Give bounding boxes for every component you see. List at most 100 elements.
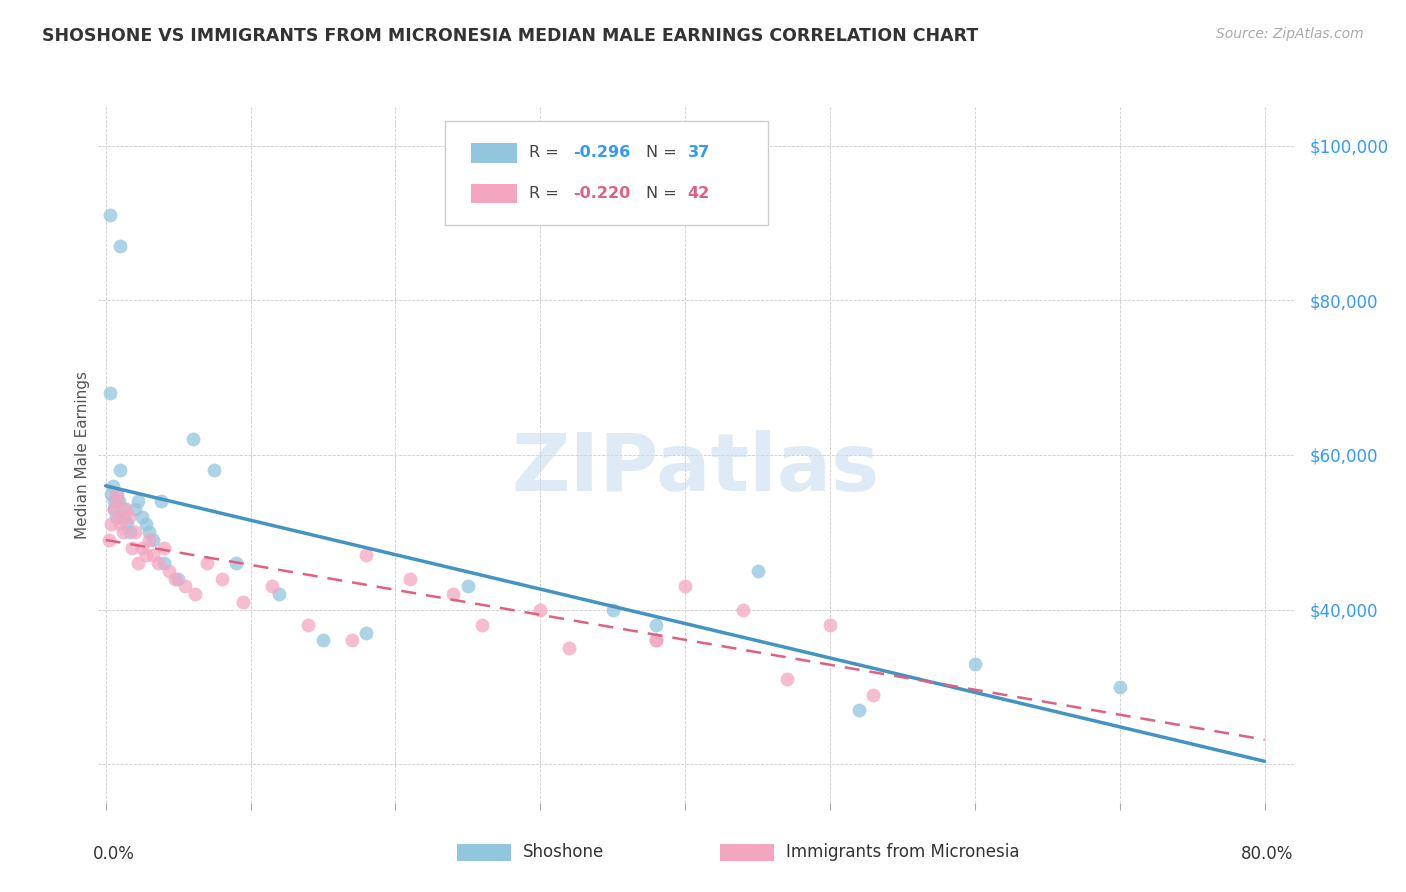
Point — [117, 517, 139, 532]
Point — [471, 618, 494, 632]
Point — [269, 587, 291, 601]
Point — [108, 463, 131, 477]
Point — [963, 657, 986, 671]
Point — [135, 549, 157, 563]
Point — [124, 502, 146, 516]
Point — [138, 533, 160, 547]
Text: Immigrants from Micronesia: Immigrants from Micronesia — [786, 843, 1019, 861]
Text: -0.220: -0.220 — [572, 186, 630, 201]
Point — [174, 579, 197, 593]
Point — [103, 502, 125, 516]
Text: 37: 37 — [688, 145, 710, 161]
Point — [107, 494, 129, 508]
Point — [131, 509, 153, 524]
Point — [602, 602, 624, 616]
Point — [211, 572, 233, 586]
FancyBboxPatch shape — [471, 184, 517, 203]
Point — [121, 541, 143, 555]
Text: 80.0%: 80.0% — [1241, 845, 1294, 863]
Point — [399, 572, 422, 586]
Point — [97, 533, 120, 547]
Point — [848, 703, 870, 717]
Point — [131, 541, 153, 555]
Point — [558, 641, 581, 656]
Point — [232, 595, 254, 609]
Point — [149, 494, 172, 508]
Point — [101, 479, 124, 493]
Point — [181, 433, 204, 447]
Text: R =: R = — [529, 145, 564, 161]
Point — [105, 494, 128, 508]
Point — [107, 509, 129, 524]
Point — [100, 486, 122, 500]
Text: 0.0%: 0.0% — [93, 845, 135, 863]
Text: SHOSHONE VS IMMIGRANTS FROM MICRONESIA MEDIAN MALE EARNINGS CORRELATION CHART: SHOSHONE VS IMMIGRANTS FROM MICRONESIA M… — [42, 27, 979, 45]
Point — [731, 602, 754, 616]
Point — [105, 486, 128, 500]
Point — [127, 494, 149, 508]
Point — [127, 556, 149, 570]
Point — [152, 556, 174, 570]
Point — [167, 572, 190, 586]
Point — [146, 556, 169, 570]
FancyBboxPatch shape — [444, 121, 768, 226]
Point — [457, 579, 479, 593]
Point — [202, 463, 225, 477]
Point — [135, 517, 157, 532]
Text: N =: N = — [645, 145, 682, 161]
Point — [108, 517, 131, 532]
Point — [103, 502, 125, 516]
Point — [184, 587, 207, 601]
Text: Shoshone: Shoshone — [523, 843, 605, 861]
Text: Source: ZipAtlas.com: Source: ZipAtlas.com — [1216, 27, 1364, 41]
Point — [114, 509, 136, 524]
Point — [862, 688, 884, 702]
Text: 42: 42 — [688, 186, 710, 201]
Point — [340, 633, 363, 648]
Point — [142, 533, 165, 547]
Point — [138, 525, 160, 540]
Point — [100, 517, 122, 532]
Point — [225, 556, 247, 570]
Point — [1108, 680, 1130, 694]
Point — [645, 618, 668, 632]
Point — [297, 618, 319, 632]
FancyBboxPatch shape — [471, 144, 517, 162]
Text: ZIPatlas: ZIPatlas — [512, 430, 880, 508]
Y-axis label: Median Male Earnings: Median Male Earnings — [75, 371, 90, 539]
Point — [112, 525, 135, 540]
Text: R =: R = — [529, 186, 564, 201]
Point — [775, 672, 797, 686]
Point — [441, 587, 464, 601]
Point — [165, 572, 187, 586]
Point — [115, 502, 138, 516]
Point — [673, 579, 696, 593]
Point — [262, 579, 284, 593]
FancyBboxPatch shape — [457, 844, 510, 862]
Point — [645, 633, 668, 648]
Point — [356, 625, 378, 640]
Point — [112, 502, 135, 516]
FancyBboxPatch shape — [720, 844, 773, 862]
Point — [529, 602, 551, 616]
Point — [142, 549, 165, 563]
Text: -0.296: -0.296 — [572, 145, 630, 161]
Point — [157, 564, 180, 578]
Point — [152, 541, 174, 555]
Text: N =: N = — [645, 186, 682, 201]
Point — [356, 549, 378, 563]
Point — [195, 556, 218, 570]
Point — [312, 633, 335, 648]
Point — [645, 633, 668, 648]
Point — [98, 386, 121, 401]
Point — [747, 564, 769, 578]
Point — [98, 208, 121, 222]
Point — [118, 509, 141, 524]
Point — [818, 618, 841, 632]
Point — [104, 509, 127, 524]
Point — [108, 239, 131, 253]
Point — [120, 525, 142, 540]
Point — [104, 486, 127, 500]
Point — [124, 525, 146, 540]
Point — [103, 494, 125, 508]
